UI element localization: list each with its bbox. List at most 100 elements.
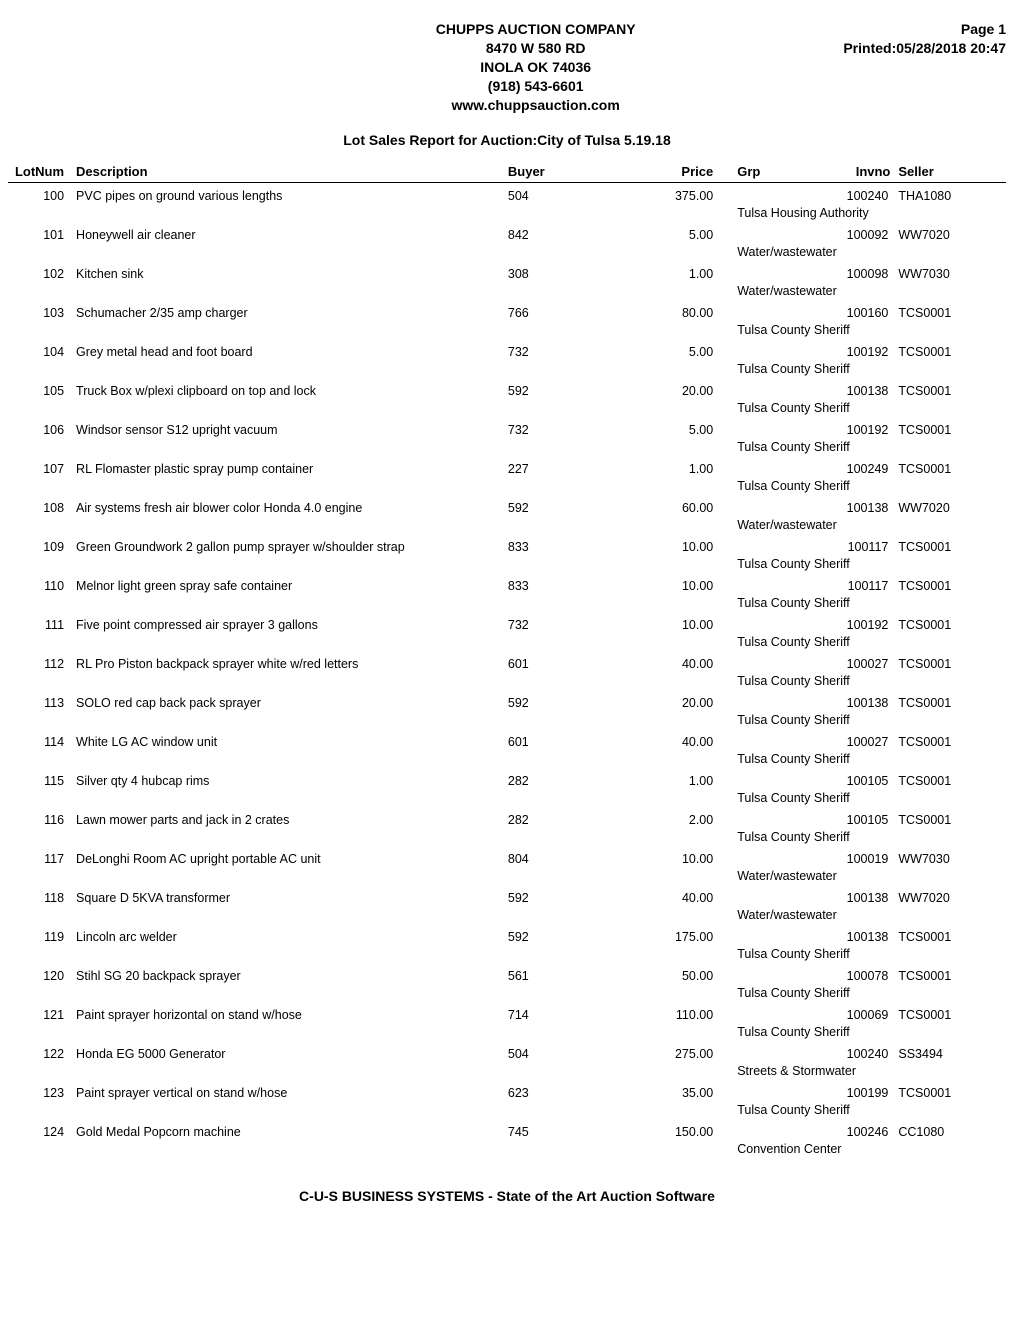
cell-invno: 100019 (803, 846, 894, 866)
table-row: 119Lincoln arc welder592175.00100138TCS0… (8, 924, 1006, 944)
cell-price: 10.00 (605, 573, 733, 593)
cell-sellername: Water/wastewater (733, 515, 1006, 534)
cell-seller: WW7030 (894, 846, 1006, 866)
table-row-seller: Tulsa County Sheriff (8, 788, 1006, 807)
page-footer: C-U-S BUSINESS SYSTEMS - State of the Ar… (8, 1188, 1006, 1204)
cell-sellername: Tulsa County Sheriff (733, 749, 1006, 768)
cell-grp (733, 1002, 803, 1022)
cell-price: 40.00 (605, 885, 733, 905)
cell-grp (733, 417, 803, 437)
company-address1: 8470 W 580 RD (248, 39, 823, 58)
cell-price: 275.00 (605, 1041, 733, 1061)
cell-invno: 100138 (803, 885, 894, 905)
cell-seller: THA1080 (894, 183, 1006, 204)
table-row-seller: Tulsa County Sheriff (8, 710, 1006, 729)
col-lotnum: LotNum (8, 162, 72, 183)
cell-seller: CC1080 (894, 1119, 1006, 1139)
cell-grp (733, 729, 803, 749)
cell-price: 40.00 (605, 651, 733, 671)
cell-grp (733, 534, 803, 554)
cell-sellername: Tulsa County Sheriff (733, 437, 1006, 456)
col-seller: Seller (894, 162, 1006, 183)
table-row: 113SOLO red cap back pack sprayer59220.0… (8, 690, 1006, 710)
cell-buyer: 623 (504, 1080, 605, 1100)
table-row: 122Honda EG 5000 Generator504275.0010024… (8, 1041, 1006, 1061)
cell-price: 20.00 (605, 690, 733, 710)
col-description: Description (72, 162, 504, 183)
cell-buyer: 601 (504, 651, 605, 671)
cell-price: 5.00 (605, 417, 733, 437)
table-row: 111Five point compressed air sprayer 3 g… (8, 612, 1006, 632)
cell-grp (733, 222, 803, 242)
table-row: 124Gold Medal Popcorn machine745150.0010… (8, 1119, 1006, 1139)
company-website: www.chuppsauction.com (248, 96, 823, 115)
cell-buyer: 592 (504, 885, 605, 905)
table-row-seller: Tulsa County Sheriff (8, 983, 1006, 1002)
table-row-seller: Water/wastewater (8, 242, 1006, 261)
cell-price: 1.00 (605, 768, 733, 788)
cell-description: Lawn mower parts and jack in 2 crates (72, 807, 504, 827)
cell-seller: TCS0001 (894, 339, 1006, 359)
col-invno: Invno (803, 162, 894, 183)
table-body: 100PVC pipes on ground various lengths50… (8, 183, 1006, 1159)
cell-description: Stihl SG 20 backpack sprayer (72, 963, 504, 983)
table-row: 117DeLonghi Room AC upright portable AC … (8, 846, 1006, 866)
table-row: 123Paint sprayer vertical on stand w/hos… (8, 1080, 1006, 1100)
cell-buyer: 592 (504, 495, 605, 515)
cell-buyer: 732 (504, 339, 605, 359)
cell-grp (733, 807, 803, 827)
cell-invno: 100192 (803, 612, 894, 632)
cell-buyer: 601 (504, 729, 605, 749)
cell-description: Schumacher 2/35 amp charger (72, 300, 504, 320)
page-number: Page 1 (843, 20, 1006, 39)
cell-invno: 100027 (803, 729, 894, 749)
cell-buyer: 308 (504, 261, 605, 281)
cell-grp (733, 573, 803, 593)
cell-grp (733, 339, 803, 359)
cell-invno: 100192 (803, 339, 894, 359)
table-row: 120Stihl SG 20 backpack sprayer56150.001… (8, 963, 1006, 983)
table-row-seller: Tulsa County Sheriff (8, 554, 1006, 573)
table-row-seller: Tulsa Housing Authority (8, 203, 1006, 222)
cell-lot: 122 (8, 1041, 72, 1061)
cell-invno: 100117 (803, 534, 894, 554)
cell-buyer: 504 (504, 183, 605, 204)
table-row-seller: Water/wastewater (8, 515, 1006, 534)
table-row-seller: Water/wastewater (8, 281, 1006, 300)
cell-lot: 110 (8, 573, 72, 593)
cell-description: Melnor light green spray safe container (72, 573, 504, 593)
cell-grp (733, 963, 803, 983)
cell-invno: 100105 (803, 807, 894, 827)
table-row: 114White LG AC window unit60140.00100027… (8, 729, 1006, 749)
company-name: CHUPPS AUCTION COMPANY (248, 20, 823, 39)
table-row: 116Lawn mower parts and jack in 2 crates… (8, 807, 1006, 827)
cell-buyer: 227 (504, 456, 605, 476)
cell-buyer: 714 (504, 1002, 605, 1022)
cell-description: Grey metal head and foot board (72, 339, 504, 359)
cell-price: 150.00 (605, 1119, 733, 1139)
cell-sellername: Tulsa Housing Authority (733, 203, 1006, 222)
cell-lot: 124 (8, 1119, 72, 1139)
table-row: 106Windsor sensor S12 upright vacuum7325… (8, 417, 1006, 437)
cell-lot: 106 (8, 417, 72, 437)
cell-grp (733, 495, 803, 515)
cell-seller: TCS0001 (894, 963, 1006, 983)
cell-price: 110.00 (605, 1002, 733, 1022)
cell-lot: 102 (8, 261, 72, 281)
cell-price: 5.00 (605, 222, 733, 242)
report-title: Lot Sales Report for Auction:City of Tul… (8, 132, 1006, 148)
cell-grp (733, 612, 803, 632)
cell-invno: 100098 (803, 261, 894, 281)
cell-lot: 104 (8, 339, 72, 359)
cell-sellername: Tulsa County Sheriff (733, 632, 1006, 651)
cell-sellername: Water/wastewater (733, 905, 1006, 924)
table-row-seller: Tulsa County Sheriff (8, 1022, 1006, 1041)
cell-description: Lincoln arc welder (72, 924, 504, 944)
cell-sellername: Tulsa County Sheriff (733, 359, 1006, 378)
cell-price: 35.00 (605, 1080, 733, 1100)
cell-grp (733, 924, 803, 944)
page-header: CHUPPS AUCTION COMPANY 8470 W 580 RD INO… (8, 20, 1006, 114)
table-row-seller: Tulsa County Sheriff (8, 749, 1006, 768)
table-row: 103Schumacher 2/35 amp charger76680.0010… (8, 300, 1006, 320)
cell-lot: 107 (8, 456, 72, 476)
